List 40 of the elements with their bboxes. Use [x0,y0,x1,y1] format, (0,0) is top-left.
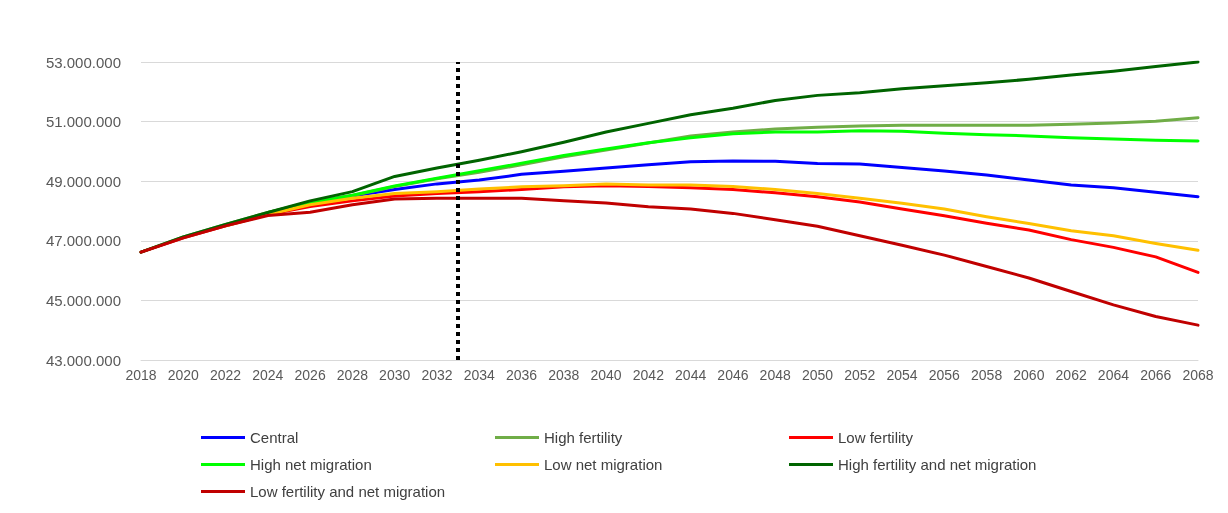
x-tick-label: 2030 [379,367,411,383]
x-tick-label: 2062 [1055,367,1087,383]
x-tick-label: 2044 [675,367,707,383]
x-tick-label: 2050 [801,367,834,383]
x-tick-label: 2038 [548,367,580,383]
y-tick-label: 43.000.000 [45,351,121,369]
x-tick-label: 2032 [421,367,453,383]
x-tick-label: 2026 [294,367,326,383]
x-tick-label: 2018 [125,367,157,383]
x-tick-label: 2058 [971,367,1003,383]
x-tick-label: 2042 [632,367,665,383]
x-tick-label: 2056 [928,367,961,383]
x-tick-label: 2068 [1182,367,1214,383]
x-tick-label: 2048 [759,367,791,383]
x-tick-label: 2022 [209,367,242,383]
y-tick-label: 47.000.000 [45,232,121,250]
x-tick-label: 2046 [717,367,749,383]
x-tick-label: 2052 [844,367,876,383]
x-tick-label: 2020 [167,367,200,383]
x-tick-label: 2060 [1013,367,1045,383]
legend-label: Low net migration [544,456,663,473]
legend-label: High fertility [544,429,623,446]
x-tick-label: 2066 [1140,367,1172,383]
x-tick-label: 2028 [336,367,369,383]
legend-label: High net migration [250,456,372,473]
line-series [139,196,1200,327]
y-tick-label: 53.000.000 [45,53,121,71]
x-tick-label: 2064 [1097,367,1130,383]
x-tick-label: 2054 [886,367,918,383]
x-tick-label: 2024 [252,367,284,383]
legend-label: Low fertility and net migration [250,483,446,500]
y-tick-label: 51.000.000 [45,113,121,131]
legend-label: Low fertility [838,429,914,446]
legend-label: Central [250,429,299,446]
legend-label: High fertility and net migration [838,456,1037,473]
y-tick-label: 45.000.000 [45,291,121,309]
x-tick-label: 2040 [590,367,622,383]
x-tick-label: 2036 [505,367,538,383]
y-tick-label: 49.000.000 [45,172,121,190]
x-tick-label: 2034 [463,367,496,383]
